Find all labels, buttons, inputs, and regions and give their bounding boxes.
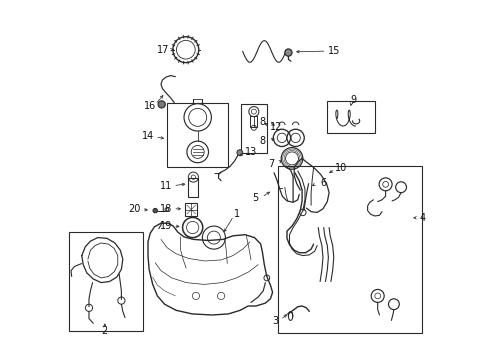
Text: 8: 8 <box>259 117 265 127</box>
Bar <box>167 103 228 167</box>
Bar <box>185 203 197 216</box>
Text: 14: 14 <box>142 131 154 141</box>
Text: 5: 5 <box>252 193 258 203</box>
Circle shape <box>284 49 291 56</box>
Bar <box>241 104 266 153</box>
Bar <box>188 178 198 197</box>
Text: 4: 4 <box>419 213 425 223</box>
Bar <box>277 166 421 333</box>
Text: 19: 19 <box>160 221 172 231</box>
Circle shape <box>153 208 157 213</box>
Text: 11: 11 <box>160 181 172 191</box>
Text: 9: 9 <box>349 95 356 105</box>
Text: 16: 16 <box>144 101 156 111</box>
Text: 15: 15 <box>327 46 339 56</box>
Text: 10: 10 <box>334 163 347 173</box>
Text: 20: 20 <box>128 204 141 214</box>
Text: 17: 17 <box>157 45 169 55</box>
Circle shape <box>237 150 242 156</box>
Text: 1: 1 <box>234 210 240 220</box>
Bar <box>326 101 374 133</box>
Text: 3: 3 <box>271 316 277 326</box>
Text: 7: 7 <box>267 158 274 168</box>
Text: 8: 8 <box>259 136 264 146</box>
Text: 13: 13 <box>244 147 256 157</box>
Bar <box>69 232 142 331</box>
Text: 18: 18 <box>160 204 172 214</box>
Text: 2: 2 <box>102 326 108 336</box>
Circle shape <box>158 101 165 108</box>
Bar <box>250 116 257 127</box>
Text: 12: 12 <box>269 122 282 132</box>
Text: 6: 6 <box>319 178 325 188</box>
